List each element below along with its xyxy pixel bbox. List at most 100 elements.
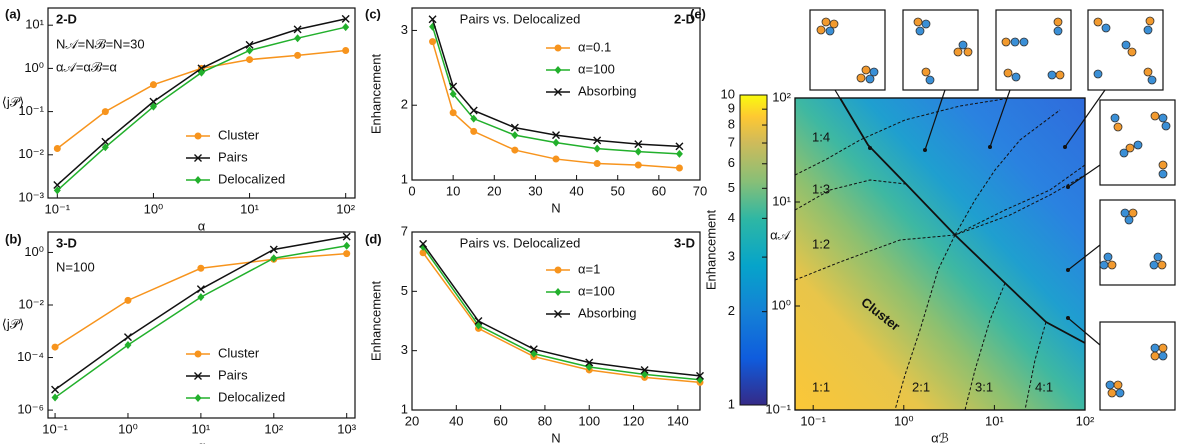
marker	[552, 155, 560, 163]
legend-marker	[194, 372, 202, 380]
x-tick-label: 20	[487, 183, 501, 198]
marker	[343, 241, 351, 250]
marker	[51, 393, 59, 402]
y-axis-label: ⟨j𝒫⟩	[2, 94, 24, 109]
y-axis-label: α𝒜	[770, 227, 792, 242]
colorbar-tick-label: 8	[728, 116, 735, 131]
marker	[593, 160, 601, 168]
marker	[270, 254, 278, 263]
x-tick-label: 70	[693, 183, 707, 198]
y-tick-label: 10⁻²	[18, 296, 44, 311]
annotation: N=100	[56, 259, 95, 274]
annotation: α𝒜=αℬ=α	[56, 59, 117, 74]
marker	[123, 333, 132, 342]
axes-frame	[794, 97, 1086, 411]
x-tick-label: 10⁻¹	[44, 201, 70, 216]
x-tick-label: 10¹	[191, 421, 210, 436]
y-tick-label: 10⁻²	[18, 146, 44, 161]
marker	[429, 38, 437, 46]
series-line	[422, 252, 701, 384]
marker	[124, 296, 132, 304]
legend-label: Delocalized	[218, 171, 285, 186]
marker	[293, 25, 302, 34]
y-tick-label: 10⁰	[771, 297, 791, 312]
marker	[101, 108, 109, 116]
panel-label: (a)	[5, 6, 21, 21]
marker	[585, 358, 594, 367]
legend-label: Cluster	[218, 127, 260, 142]
ratio-label: 1:2	[812, 236, 830, 251]
y-tick-label: 10⁻⁴	[17, 349, 44, 364]
marker	[634, 147, 642, 156]
annotation: 2-D	[674, 11, 695, 26]
series-line	[431, 18, 680, 148]
legend-label: α=0.1	[578, 39, 611, 54]
marker	[197, 264, 205, 272]
ratio-label: 3:1	[975, 379, 993, 394]
ratio-label: 1:1	[812, 379, 830, 394]
annotation: 3-D	[674, 235, 695, 250]
panel-label: (b)	[5, 231, 22, 246]
marker	[245, 40, 254, 49]
colorbar-tick-label: 2	[728, 303, 735, 318]
x-tick-label: 10³	[337, 421, 356, 436]
x-tick-label: 10⁰	[144, 201, 164, 216]
marker	[342, 46, 350, 54]
marker	[449, 90, 457, 98]
x-tick-label: 60	[493, 413, 507, 428]
legend-marker	[194, 394, 202, 402]
marker	[124, 341, 132, 350]
legend-label: Delocalized	[218, 389, 285, 404]
marker	[53, 144, 61, 152]
marker	[342, 23, 350, 32]
marker	[696, 371, 704, 380]
x-tick-label: 10²	[264, 421, 283, 436]
marker	[149, 102, 157, 111]
axes-frame	[47, 231, 356, 419]
colorbar-tick-label: 1	[728, 396, 735, 411]
y-axis-label: Enhancement	[368, 54, 383, 135]
panel-label: (c)	[365, 6, 381, 21]
marker	[294, 34, 302, 43]
ratio-label: 1:3	[812, 181, 830, 196]
axes-frame	[47, 7, 356, 199]
x-axis-label: N	[551, 200, 560, 215]
legend-label: Cluster	[218, 345, 260, 360]
x-tick-label: 40	[569, 183, 583, 198]
x-tick-label: 10⁰	[894, 413, 914, 428]
marker	[675, 142, 684, 151]
x-tick-label: 120	[623, 413, 645, 428]
x-tick-label: 50	[610, 183, 624, 198]
marker	[474, 317, 483, 325]
annotation: 3-D	[56, 235, 77, 250]
marker	[449, 82, 458, 91]
insets	[809, 9, 1176, 411]
y-tick-label: 1	[401, 401, 408, 416]
x-tick-label: 20	[405, 413, 419, 428]
heatmap	[794, 97, 1086, 411]
panel-label: (d)	[365, 231, 382, 246]
contours	[794, 97, 1086, 411]
x-axis-label: α	[198, 218, 206, 233]
legend-label: Absorbing	[578, 83, 637, 98]
y-axis-label: Enhancement	[368, 281, 383, 362]
y-axis-label: ⟨j𝒫⟩	[2, 316, 24, 331]
marker	[246, 46, 254, 55]
legend-label: α=100	[578, 283, 615, 298]
colorbar-tick-label: 3	[728, 249, 735, 264]
annotation: N𝒜=Nℬ=N=30	[56, 36, 145, 51]
marker	[640, 365, 649, 374]
x-tick-label: 10⁰	[118, 421, 138, 436]
colorbar-tick-label: 5	[728, 180, 735, 195]
legend-label: α=1	[578, 261, 600, 276]
marker	[197, 293, 205, 302]
marker	[428, 15, 437, 24]
marker	[101, 137, 110, 146]
marker	[341, 14, 350, 23]
marker	[269, 245, 278, 254]
marker	[552, 138, 560, 147]
legend-marker	[554, 310, 562, 318]
marker	[449, 109, 457, 117]
legend-label: α=100	[578, 61, 615, 76]
colorbar	[739, 94, 768, 406]
